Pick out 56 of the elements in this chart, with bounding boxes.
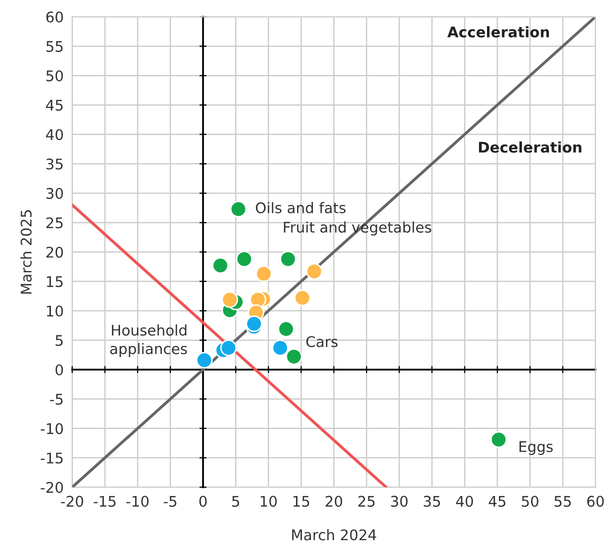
y-tick-label: 0: [56, 364, 63, 376]
y-tick-label: 25: [46, 217, 63, 228]
annotation: Deceleration: [478, 141, 582, 153]
point: [490, 431, 507, 448]
point: [212, 257, 229, 274]
x-tick-label: -10: [126, 496, 149, 507]
x-tick-label: -15: [94, 496, 116, 507]
x-axis-title: March 2024: [292, 529, 376, 540]
y-tick-label: 20: [46, 246, 63, 258]
point: [294, 290, 311, 306]
y-tick-label: 5: [56, 335, 63, 346]
x-tick-label: 45: [488, 496, 506, 507]
point: [220, 340, 237, 356]
x-tick-label: 60: [587, 496, 604, 507]
point: [236, 250, 253, 268]
x-tick-label: 30: [391, 496, 408, 507]
x-tick-label: 25: [358, 496, 375, 507]
x-tick-label: 5: [232, 496, 240, 507]
annotation: Eggs: [520, 441, 553, 455]
annotation: Cars: [306, 336, 338, 348]
y-tick-label: -5: [50, 394, 63, 405]
point: [196, 352, 213, 368]
y-tick-label: 55: [46, 41, 63, 52]
y-tick-label: -20: [40, 482, 63, 493]
annotation: Oils and fats: [256, 202, 346, 214]
annotation: Household appliances: [110, 324, 187, 358]
point: [306, 263, 323, 280]
y-tick-label: 15: [46, 276, 63, 288]
x-tick-label: 20: [326, 496, 342, 507]
x-tick-label: 15: [293, 496, 310, 507]
x-tick-label: -5: [164, 496, 176, 507]
y-tick-label: -15: [40, 452, 63, 464]
y-tick-label: 30: [46, 188, 63, 199]
y-tick-label: 40: [46, 129, 63, 140]
point: [286, 348, 302, 365]
point: [222, 291, 238, 308]
x-tick-label: 40: [456, 496, 473, 507]
annotation: Acceleration: [447, 26, 549, 38]
y-axis-title: March 2025: [20, 210, 32, 294]
y-tick-label: -10: [40, 423, 63, 434]
x-tick-label: 10: [260, 496, 277, 507]
y-tick-label: 60: [46, 12, 63, 23]
point: [272, 340, 289, 356]
x-tick-label: 35: [424, 496, 440, 507]
y-tick-label: 50: [46, 70, 63, 82]
y-tick-label: 45: [46, 100, 63, 111]
point: [280, 250, 296, 268]
point: [278, 320, 294, 338]
point: [256, 265, 272, 282]
y-tick-label: 10: [46, 306, 63, 317]
x-tick-label: 0: [199, 496, 207, 507]
x-tick-label: 50: [522, 496, 538, 507]
point: [246, 315, 262, 332]
x-tick-label: 55: [554, 496, 571, 507]
y-tick-label: 35: [46, 158, 63, 170]
point: [230, 200, 247, 218]
